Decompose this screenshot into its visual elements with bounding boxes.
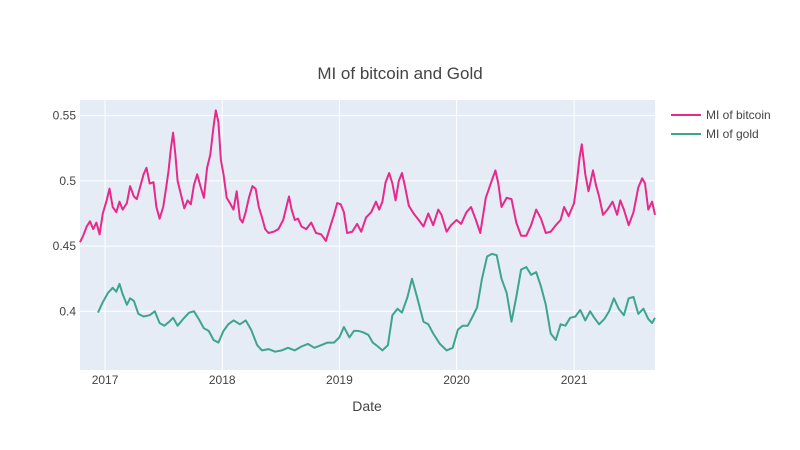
legend-item[interactable]: MI of bitcoin	[671, 108, 771, 122]
legend-label: MI of gold	[706, 127, 759, 141]
y-tick-label: 0.4	[59, 304, 76, 318]
axis-layer: 0.4 0.45 0.5 0.55 2017 2018 2019 2020 2021	[53, 109, 588, 387]
series-line-gold[interactable]	[97, 252, 656, 353]
x-tick-label: 2021	[561, 373, 588, 387]
plot-area	[80, 100, 655, 370]
x-tick-label: 2020	[443, 373, 470, 387]
y-tick-label: 0.45	[53, 239, 77, 253]
legend-label: MI of bitcoin	[706, 108, 771, 122]
series-line-bitcoin[interactable]	[79, 109, 656, 243]
x-axis-title: Date	[352, 398, 382, 414]
x-tick-label: 2019	[326, 373, 353, 387]
grid-layer	[80, 100, 655, 370]
y-tick-label: 0.55	[53, 109, 77, 123]
x-tick-label: 2018	[209, 373, 236, 387]
x-tick-label: 2017	[92, 373, 119, 387]
chart-title: MI of bitcoin and Gold	[317, 64, 482, 83]
series-layer	[79, 109, 656, 353]
y-tick-label: 0.5	[59, 174, 76, 188]
legend-item[interactable]: MI of gold	[671, 127, 759, 141]
legend[interactable]: MI of bitcoin MI of gold	[671, 108, 771, 141]
